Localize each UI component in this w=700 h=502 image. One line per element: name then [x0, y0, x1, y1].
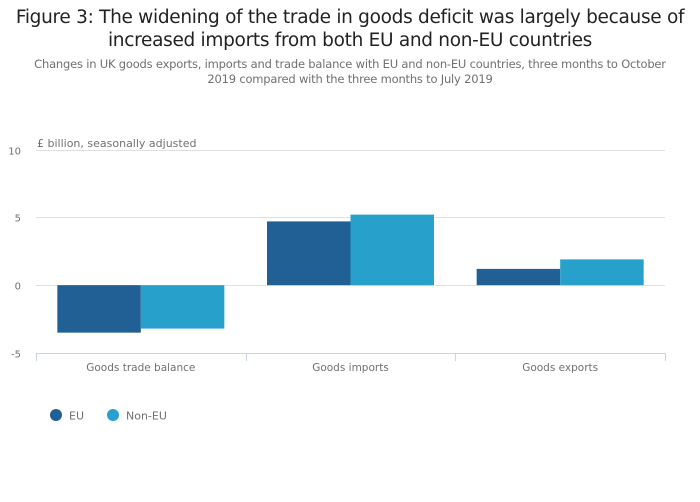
chart-title: Figure 3: The widening of the trade in g… — [15, 7, 685, 51]
legend-swatch-icon — [107, 409, 119, 421]
legend-item-non-eu[interactable]: Non-EU — [107, 409, 167, 423]
x-axis: Goods trade balance Goods imports Goods ex… — [36, 353, 666, 374]
legend-swatch-icon — [50, 409, 62, 421]
y-tick-label: 0 — [15, 282, 21, 293]
x-category-label: Goods trade balance — [86, 362, 195, 374]
y-axis-units-label: £ billion, seasonally adjusted — [37, 137, 196, 150]
legend-label: Non-EU — [126, 410, 167, 423]
bar-non-eu-3[interactable] — [560, 259, 644, 286]
y-tick-label: 10 — [8, 147, 21, 158]
bar-eu-3[interactable] — [476, 268, 561, 286]
bar-non-eu-2[interactable] — [350, 214, 435, 286]
chart-subtitle: Changes in UK goods exports, imports and… — [34, 57, 666, 86]
legend-item-eu[interactable]: EU — [50, 409, 84, 423]
bar-eu-2[interactable] — [267, 221, 351, 286]
y-tick-label: -5 — [11, 350, 21, 361]
legend: EU Non-EU — [50, 409, 167, 423]
bars — [57, 214, 644, 333]
y-axis-ticks: 10 5 0 -5 — [8, 147, 21, 361]
bar-non-eu-1[interactable] — [140, 285, 225, 329]
legend-label: EU — [69, 410, 84, 423]
x-category-label: Goods imports — [312, 362, 389, 374]
x-category-label: Goods exports — [522, 362, 598, 374]
bar-eu-1[interactable] — [57, 285, 141, 333]
y-tick-label: 5 — [15, 214, 21, 225]
